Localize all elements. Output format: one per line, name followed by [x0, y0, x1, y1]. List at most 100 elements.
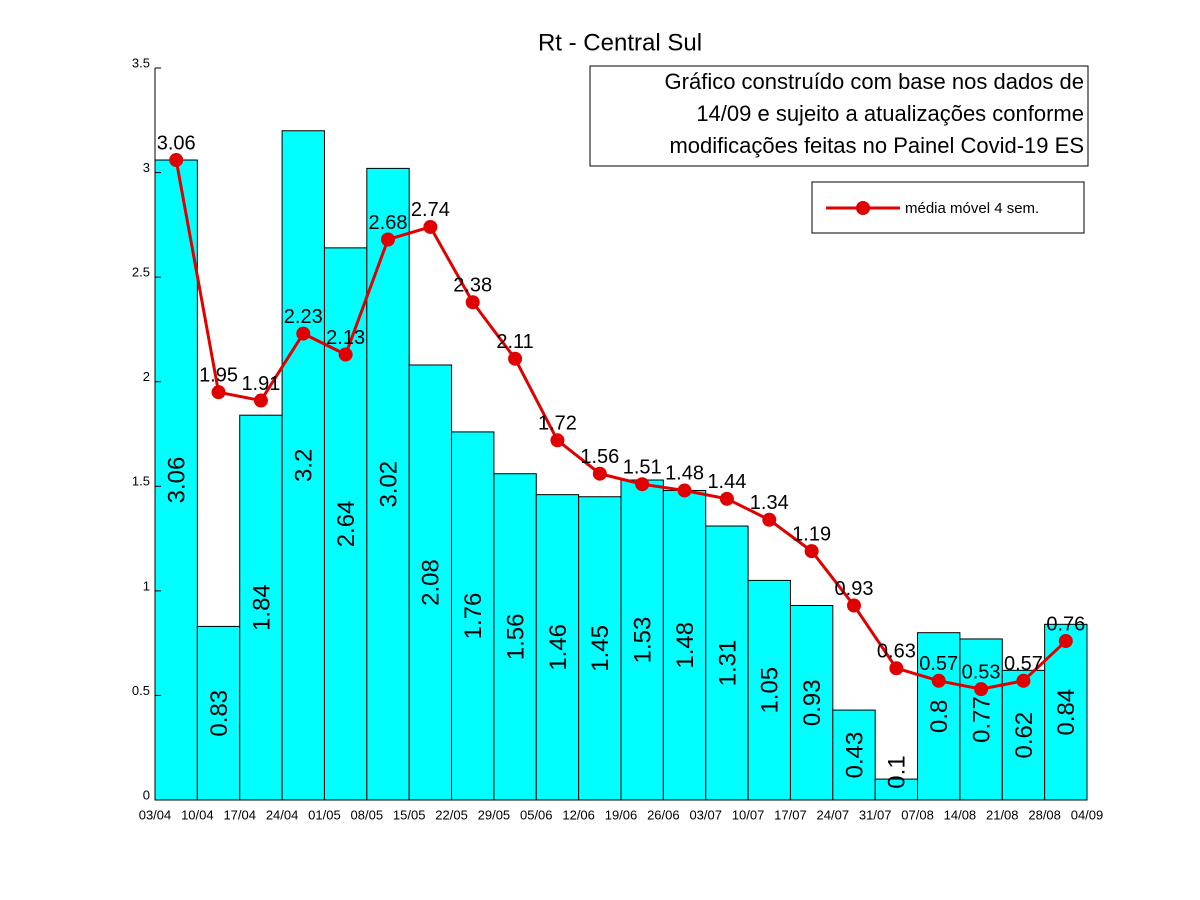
bar-label: 0.62 — [1011, 712, 1038, 759]
y-tick-label: 2.5 — [132, 265, 150, 280]
x-tick-label: 15/05 — [393, 807, 426, 822]
bar-label: 0.84 — [1053, 689, 1080, 736]
point-label: 1.56 — [580, 446, 619, 468]
bar — [789, 604, 834, 801]
marker — [465, 295, 480, 310]
point-label: 1.19 — [792, 523, 831, 545]
y-tick-label: 3.5 — [132, 55, 150, 70]
x-tick-label: 21/08 — [986, 807, 1019, 822]
bar-label: 0.77 — [968, 696, 995, 743]
bar — [1001, 669, 1046, 801]
marker — [677, 483, 692, 498]
y-tick-label: 0.5 — [132, 683, 150, 698]
bar-label: 1.45 — [587, 625, 614, 672]
bar-label: 0.93 — [799, 679, 826, 726]
marker — [550, 433, 565, 448]
x-tick-label: 07/08 — [901, 807, 934, 822]
y-tick-label: 1.5 — [132, 474, 150, 489]
bar — [959, 638, 1003, 801]
x-tick-label: 28/08 — [1028, 807, 1061, 822]
point-label: 2.11 — [496, 331, 533, 353]
bar-label: 3.2 — [291, 449, 318, 482]
point-label: 1.95 — [199, 364, 238, 386]
y-tick-label: 2 — [143, 369, 150, 384]
x-tick-label: 05/06 — [520, 807, 553, 822]
x-tick-label: 24/04 — [266, 807, 299, 822]
x-tick-label: 24/07 — [817, 807, 850, 822]
marker — [423, 219, 438, 234]
annotation-box — [589, 65, 1089, 167]
marker — [381, 232, 395, 247]
bar-label: 3.06 — [164, 457, 191, 504]
marker — [847, 598, 861, 613]
x-tick-label: 10/04 — [181, 807, 214, 822]
marker — [1058, 634, 1073, 649]
marker — [1016, 673, 1031, 688]
point-label: 1.91 — [241, 373, 280, 395]
marker — [592, 466, 607, 481]
bar-label: 1.53 — [630, 617, 657, 664]
bar-label: 0.43 — [841, 732, 868, 779]
annotation: modificações feitas no Painel Covid-19 E… — [669, 133, 1084, 158]
annotation: 14/09 e sujeito a atualizações conforme — [696, 101, 1084, 126]
bar-label: 1.48 — [672, 622, 699, 669]
bar-label: 0.83 — [206, 690, 233, 737]
bar-label: 2.64 — [333, 501, 360, 548]
x-tick-label: 01/05 — [308, 807, 341, 822]
bar-label: 1.05 — [757, 667, 784, 714]
bar-label: 1.76 — [460, 593, 487, 640]
marker — [635, 477, 650, 492]
annotation: Gráfico construído com base nos dados de — [665, 69, 1084, 94]
bar — [662, 489, 707, 801]
point-label: 1.44 — [707, 471, 746, 493]
x-tick-label: 17/07 — [774, 807, 807, 822]
point-label: 1.48 — [665, 463, 704, 485]
x-tick-label: 08/05 — [351, 807, 384, 822]
x-tick-label: 12/06 — [562, 807, 595, 822]
point-label: 1.72 — [538, 413, 577, 435]
point-label: 2.13 — [326, 327, 365, 349]
point-label: 2.38 — [453, 275, 492, 297]
x-tick-label: 14/08 — [944, 807, 977, 822]
point-label: 0.63 — [877, 641, 916, 663]
bar — [451, 431, 495, 801]
x-tick-label: 03/07 — [689, 807, 722, 822]
y-tick-label: 0 — [143, 787, 150, 802]
point-label: 3.06 — [157, 132, 196, 154]
marker — [508, 351, 523, 366]
x-tick-label: 10/07 — [732, 807, 765, 822]
bar — [408, 364, 453, 801]
y-tick-label: 1 — [143, 578, 150, 593]
point-label: 0.57 — [1004, 653, 1043, 675]
marker — [296, 326, 311, 341]
x-tick-label: 17/04 — [223, 807, 256, 822]
x-tick-label: 19/06 — [605, 807, 638, 822]
bar — [832, 709, 876, 801]
marker — [719, 491, 734, 506]
bar-label: 0.1 — [884, 755, 911, 788]
y-tick-label: 3 — [143, 160, 150, 175]
point-label: 0.76 — [1046, 613, 1085, 635]
point-label: 0.57 — [919, 653, 958, 675]
legend-label: média móvel 4 sem. — [905, 200, 1039, 217]
legend-marker — [856, 201, 870, 215]
line — [174, 159, 1067, 691]
point-label: 2.74 — [411, 199, 450, 221]
chart-title: Rt - Central Sul — [538, 29, 702, 56]
marker — [253, 393, 268, 408]
x-tick-label: 26/06 — [647, 807, 680, 822]
bar-label: 1.31 — [714, 640, 741, 687]
bar-label: 1.46 — [545, 624, 572, 671]
x-tick-label: 29/05 — [478, 807, 511, 822]
point-label: 2.68 — [369, 212, 408, 234]
marker — [931, 673, 946, 688]
x-tick-label: 31/07 — [859, 807, 892, 822]
marker — [169, 153, 184, 168]
bar — [705, 525, 749, 801]
point-label: 1.51 — [623, 456, 662, 478]
x-tick-label: 04/09 — [1071, 807, 1104, 822]
point-label: 0.53 — [962, 661, 1001, 683]
bar-label: 3.02 — [375, 461, 402, 508]
marker — [889, 661, 904, 676]
